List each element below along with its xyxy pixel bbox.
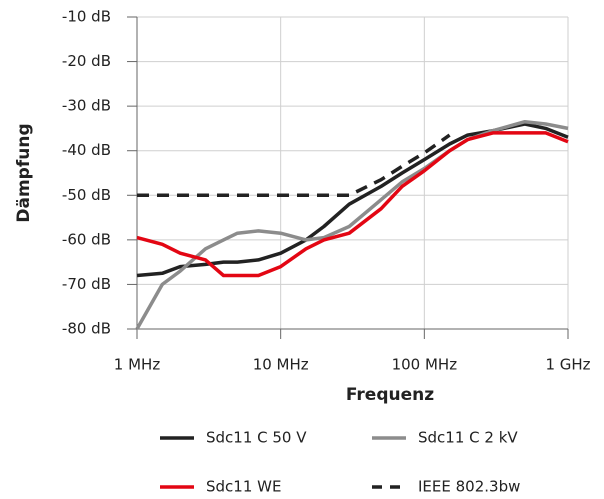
y-tick-label: -20 dB: [62, 52, 111, 70]
x-axis-label: Frequenz: [346, 385, 434, 405]
y-tick-label: -50 dB: [62, 186, 111, 204]
legend-label: Sdc11 WE: [206, 478, 281, 496]
series-line: [136, 131, 569, 278]
y-tick-label: -60 dB: [62, 230, 111, 248]
legend-label: IEEE 802.3bw: [418, 478, 520, 496]
x-tick-label: 1 MHz: [114, 356, 161, 374]
y-tick-label: -80 dB: [62, 320, 111, 338]
series-line: [137, 133, 451, 198]
y-tick-label: -30 dB: [62, 97, 111, 115]
x-tick-label: 10 MHz: [253, 356, 309, 374]
legend-label: Sdc11 C 2 kV: [418, 429, 518, 447]
y-tick-label: -70 dB: [62, 275, 111, 293]
legend-label: Sdc11 C 50 V: [206, 429, 307, 447]
series-line: [135, 119, 569, 330]
y-tick-label: -10 dB: [62, 8, 111, 26]
y-tick-label: -40 dB: [62, 141, 111, 159]
x-tick-label: 1 GHz: [545, 356, 590, 374]
y-axis-label: Dämpfung: [14, 123, 34, 222]
x-tick-label: 100 MHz: [392, 356, 458, 374]
